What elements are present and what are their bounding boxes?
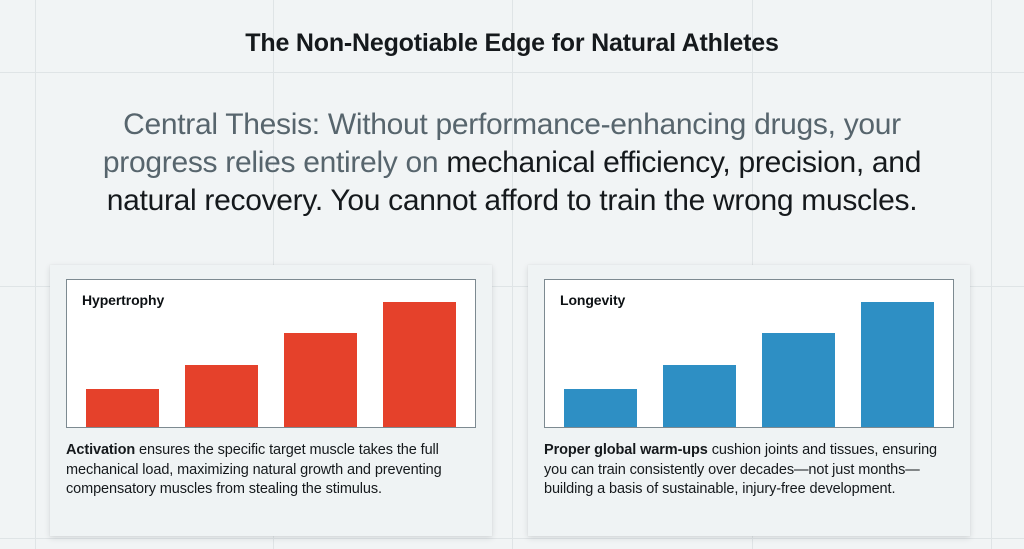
bar-chart-hypertrophy: Hypertrophy bbox=[66, 279, 476, 428]
chart-label-longevity: Longevity bbox=[560, 292, 626, 308]
bar bbox=[564, 388, 637, 427]
bar bbox=[383, 302, 456, 427]
card-hypertrophy[interactable]: Hypertrophy Activation ensures the speci… bbox=[50, 265, 492, 536]
chart-label-hypertrophy: Hypertrophy bbox=[82, 292, 165, 308]
card-caption-hypertrophy: Activation ensures the specific target m… bbox=[66, 441, 476, 500]
bar bbox=[86, 388, 159, 427]
card-caption-longevity: Proper global warm-ups cushion joints an… bbox=[544, 441, 954, 500]
bar bbox=[762, 332, 835, 427]
bar-chart-longevity: Longevity bbox=[544, 279, 954, 428]
caption-keyword: Activation bbox=[66, 442, 136, 458]
bar-group-hypertrophy bbox=[67, 280, 475, 427]
caption-body: cushion joints and tissues, ensuring you… bbox=[544, 442, 938, 497]
caption-body: ensures the specific target muscle takes… bbox=[66, 442, 442, 497]
bar bbox=[861, 302, 934, 427]
central-thesis-statement: Central Thesis: Without performance-enha… bbox=[62, 106, 962, 220]
bar bbox=[284, 332, 357, 427]
card-longevity[interactable]: Longevity Proper global warm-ups cushion… bbox=[528, 265, 970, 536]
bar-group-longevity bbox=[545, 280, 953, 427]
caption-keyword: Proper global warm-ups bbox=[544, 442, 708, 458]
bar bbox=[663, 365, 736, 427]
page-title: The Non-Negotiable Edge for Natural Athl… bbox=[245, 29, 779, 57]
bar bbox=[185, 365, 258, 427]
